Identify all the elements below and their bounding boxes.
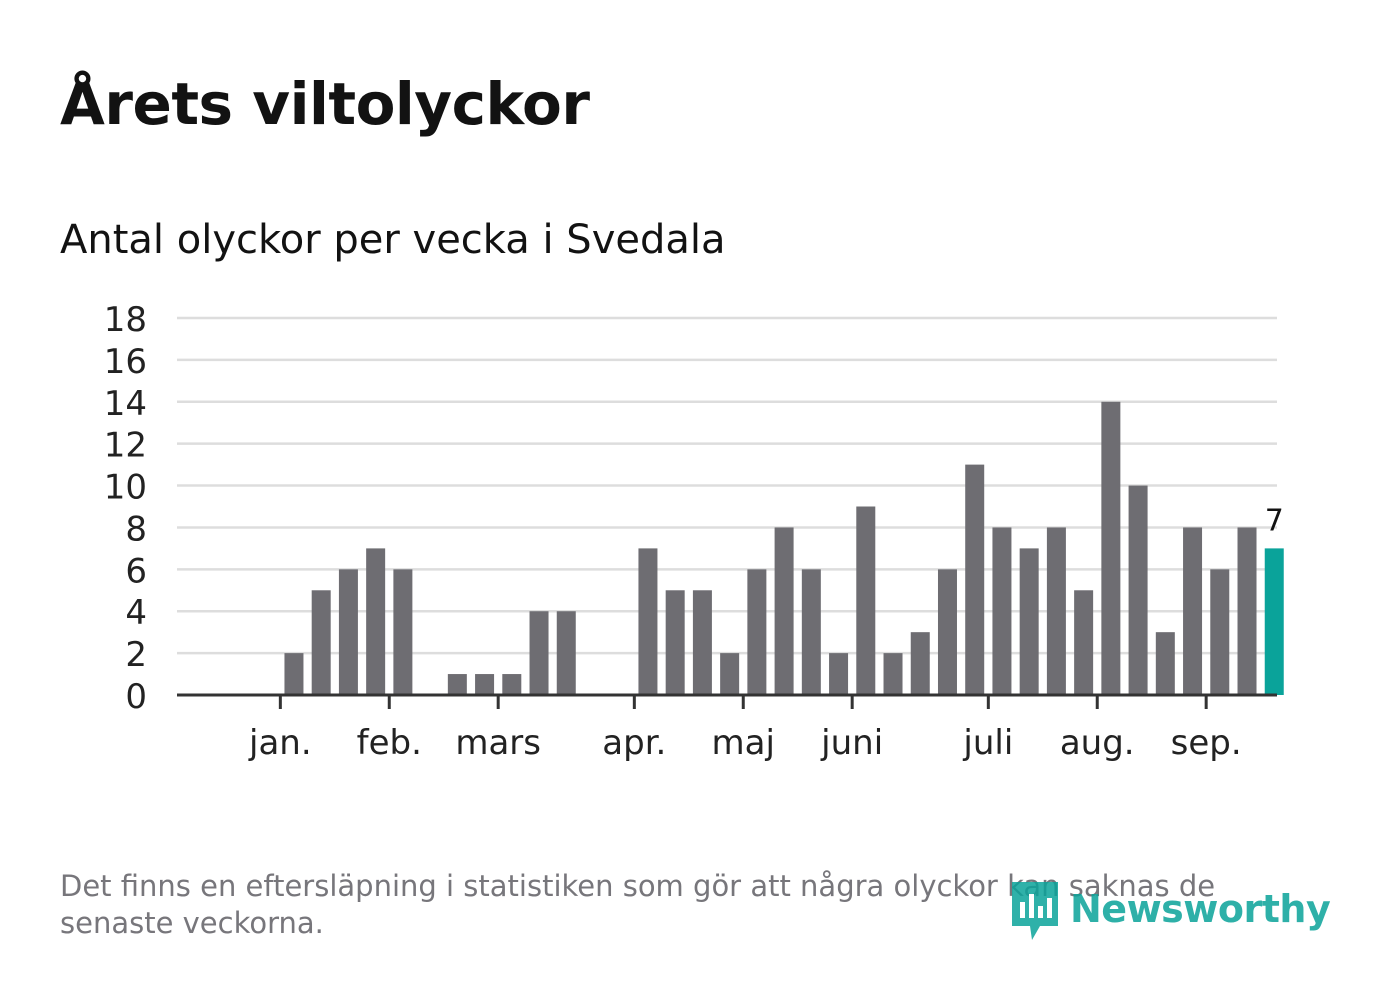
logo-wordmark: Newsworthy — [1070, 887, 1331, 931]
y-tick-label: 12 — [104, 426, 147, 466]
bar — [311, 590, 331, 695]
bar — [1074, 590, 1094, 695]
bar — [502, 674, 522, 695]
x-tick-label: mars — [455, 723, 541, 763]
x-tick-label: sep. — [1171, 723, 1242, 763]
bar — [556, 611, 576, 695]
y-tick-label: 10 — [104, 468, 147, 508]
x-tick-label: aug. — [1060, 723, 1135, 763]
bar — [1210, 569, 1230, 695]
bar — [529, 611, 549, 695]
bar — [1237, 527, 1257, 695]
bar — [774, 527, 794, 695]
x-tick-label: jan. — [248, 723, 312, 763]
bar — [1183, 527, 1203, 695]
y-tick-label: 18 — [104, 300, 147, 340]
bar — [910, 632, 930, 695]
bar — [1128, 485, 1148, 695]
bar — [1155, 632, 1175, 695]
newsworthy-logo: Newsworthy — [1010, 876, 1331, 942]
newsworthy-logo-icon — [1012, 882, 1058, 940]
y-tick-label: 2 — [125, 635, 147, 675]
x-tick-label: juni — [820, 723, 883, 763]
bar — [338, 569, 358, 695]
bar — [665, 590, 685, 695]
bar — [638, 548, 658, 695]
bar — [992, 527, 1012, 695]
highlight-value-label: 7 — [1265, 503, 1284, 538]
bar — [475, 674, 495, 695]
bar — [284, 653, 304, 695]
bar — [801, 569, 821, 695]
chart-title: Årets viltolyckor — [60, 70, 590, 138]
bar — [856, 506, 876, 695]
data-labels: 7 — [1265, 503, 1284, 538]
x-tick-label: feb. — [357, 723, 422, 763]
bar — [1019, 548, 1039, 695]
chart-subtitle: Antal olyckor per vecka i Svedala — [60, 217, 726, 263]
y-tick-label: 8 — [125, 509, 147, 549]
bar — [883, 653, 903, 695]
bar — [1046, 527, 1066, 695]
bar — [937, 569, 957, 695]
x-tick-label: maj — [712, 723, 775, 763]
grid-lines — [177, 316, 1277, 655]
bar — [692, 590, 712, 695]
bar — [747, 569, 767, 695]
bar — [829, 653, 849, 695]
y-tick-label: 4 — [125, 593, 147, 633]
x-tick-label: apr. — [602, 723, 666, 763]
y-tick-label: 14 — [104, 384, 147, 424]
bars — [284, 401, 1284, 695]
bar — [720, 653, 740, 695]
y-tick-label: 0 — [125, 677, 147, 717]
y-tick-label: 6 — [125, 551, 147, 591]
bar-highlight — [1264, 548, 1284, 695]
y-tick-label: 16 — [104, 342, 147, 382]
bar — [366, 548, 386, 695]
x-axis: jan. feb. mars apr. maj juni juli aug. sep. — [177, 693, 1277, 763]
bar — [447, 674, 467, 695]
bar — [965, 464, 985, 695]
x-tick-label: juli — [962, 723, 1013, 763]
bar — [1101, 401, 1121, 695]
bar — [393, 569, 413, 695]
